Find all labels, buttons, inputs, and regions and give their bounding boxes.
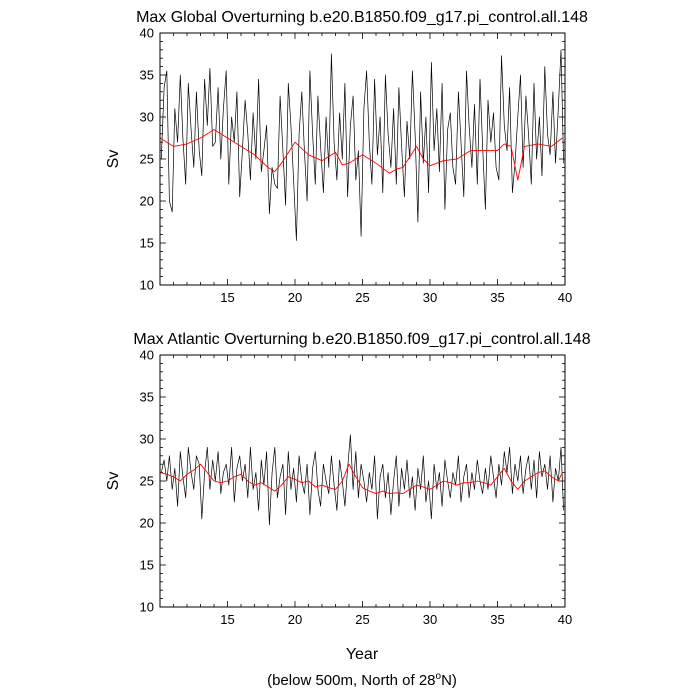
global-y-tick-label: 40	[140, 26, 154, 41]
atlantic-y-tick-label: 40	[140, 348, 154, 363]
atlantic-plot-frame	[159, 354, 566, 608]
atlantic-x-tick-label: 35	[490, 612, 504, 627]
global-y-tick-label: 35	[140, 68, 154, 83]
atlantic-overturning-panel: Max Atlantic Overturning b.e20.B1850.f09…	[105, 331, 591, 663]
global-x-tick-label: 20	[288, 290, 302, 305]
atlantic-x-tick-label: 15	[220, 612, 234, 627]
atlantic-y-tick-labels: 10 15 20 25 30 35 40	[140, 348, 154, 615]
footer-caption: (below 500m, North of 28oN)	[267, 671, 457, 689]
footer-text-before: (below 500m, North of 28	[267, 672, 435, 689]
atlantic-x-tick-label: 25	[355, 612, 369, 627]
atlantic-axis-ticks	[159, 354, 566, 608]
global-y-tick-label: 25	[140, 152, 154, 167]
global-series	[159, 49, 564, 241]
atlantic-y-tick-label: 25	[140, 474, 154, 489]
atlantic-x-tick-label: 40	[558, 612, 572, 627]
footer-text-after: N)	[441, 672, 457, 689]
atlantic-y-tick-label: 35	[140, 390, 154, 405]
global-x-tick-label: 15	[220, 290, 234, 305]
global-chart-title: Max Global Overturning b.e20.B1850.f09_g…	[136, 9, 588, 26]
global-x-tick-label: 25	[355, 290, 369, 305]
global-x-tick-labels: 15 20 25 30 35 40	[220, 290, 572, 305]
atlantic-annual-mean-line	[159, 463, 563, 495]
atlantic-x-tick-label: 20	[288, 612, 302, 627]
atlantic-y-tick-label: 15	[140, 558, 154, 573]
atlantic-y-tick-label: 30	[140, 432, 154, 447]
global-x-tick-label: 30	[423, 290, 437, 305]
global-y-axis-label: Sv	[105, 150, 122, 169]
atlantic-x-tick-labels: 15 20 25 30 35 40	[220, 612, 572, 627]
atlantic-chart-title: Max Atlantic Overturning b.e20.B1850.f09…	[133, 331, 590, 348]
global-y-tick-label: 15	[140, 236, 154, 251]
global-overturning-panel: Max Global Overturning b.e20.B1850.f09_g…	[105, 9, 588, 305]
global-annual-mean-line	[159, 129, 563, 181]
atlantic-y-tick-label: 20	[140, 516, 154, 531]
global-y-tick-label: 10	[140, 278, 154, 293]
global-x-tick-label: 40	[558, 290, 572, 305]
atlantic-y-axis-label: Sv	[105, 472, 122, 491]
global-y-tick-label: 20	[140, 194, 154, 209]
global-plot-frame	[159, 32, 566, 286]
atlantic-series	[159, 434, 564, 526]
global-monthly-line	[160, 49, 564, 241]
global-y-tick-label: 30	[140, 110, 154, 125]
global-y-tick-labels: 10 15 20 25 30 35 40	[140, 26, 154, 293]
atlantic-x-tick-label: 30	[423, 612, 437, 627]
footer-degree-superscript: o	[436, 671, 442, 682]
atlantic-y-tick-label: 10	[140, 600, 154, 615]
atlantic-monthly-line	[160, 434, 564, 526]
global-x-tick-label: 35	[490, 290, 504, 305]
x-axis-label: Year	[346, 646, 379, 663]
